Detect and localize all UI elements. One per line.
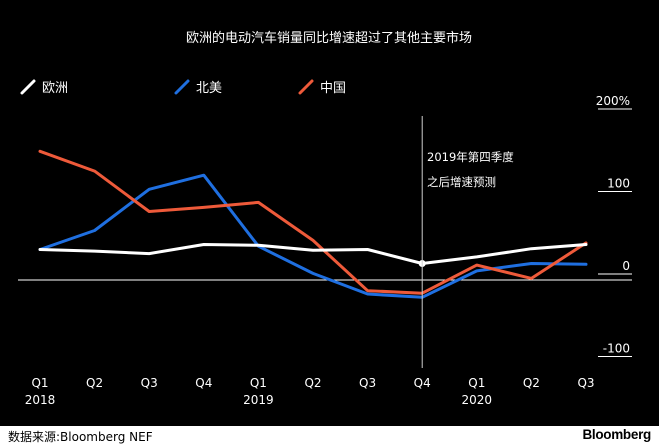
y-tick-label: 200% (596, 94, 630, 108)
year-label: 2019 (243, 393, 274, 407)
x-tick-label: Q1 (468, 376, 485, 390)
bloomberg-logo: Bloomberg (582, 427, 651, 442)
axis-layer: 200% 100 0 -100 Q1 Q2 Q3 Q4 Q1 Q2 Q3 Q4 Q1 Q2 Q3 2018 20… (18, 94, 632, 407)
footer: 数据来源:Bloomberg NEF Bloomberg (0, 426, 659, 447)
legend-swatch (298, 79, 314, 95)
y-tick-label: 100 (607, 177, 630, 191)
x-tick-label: Q4 (195, 376, 212, 390)
annotation-line1: 2019年第四季度 (427, 150, 514, 164)
legend-label: 欧洲 (42, 81, 68, 96)
x-tick-label: Q4 (414, 376, 431, 390)
source-note: 数据来源:Bloomberg NEF (8, 430, 153, 444)
chart-title: 欧洲的电动汽车销量同比增速超过了其他主要市场 (186, 30, 472, 46)
x-tick-label: Q2 (304, 376, 321, 390)
y-tick-label: 0 (622, 259, 630, 273)
legend-label: 中国 (320, 81, 346, 96)
x-tick-label: Q3 (577, 376, 594, 390)
x-tick-label: Q1 (250, 376, 267, 390)
legend-swatch (174, 79, 190, 95)
x-tick-label: Q3 (359, 376, 376, 390)
x-tick-label: Q2 (86, 376, 103, 390)
x-tick-label: Q1 (31, 376, 48, 390)
legend-item: 中国 (298, 79, 346, 96)
legend: 欧洲 北美 中国 (20, 79, 346, 96)
series-line-0 (38, 243, 588, 265)
series-line-1 (38, 173, 588, 299)
annotation-line2: 之后增速预测 (427, 175, 496, 189)
year-label: 2018 (25, 393, 56, 407)
legend-item: 北美 (174, 79, 222, 96)
legend-item: 欧洲 (20, 79, 68, 96)
chart-panel: 欧洲的电动汽车销量同比增速超过了其他主要市场 欧洲 北美 中国 200% 100 0 -1… (0, 0, 659, 426)
y-tick-label: -100 (603, 342, 630, 356)
legend-label: 北美 (196, 81, 222, 96)
x-tick-label: Q2 (523, 376, 540, 390)
year-label: 2020 (462, 393, 493, 407)
legend-swatch (20, 79, 36, 95)
series-line-2 (38, 149, 588, 295)
series-layer (38, 149, 588, 299)
x-tick-label: Q3 (141, 376, 158, 390)
line-chart: 欧洲的电动汽车销量同比增速超过了其他主要市场 欧洲 北美 中国 200% 100 0 -1… (18, 30, 632, 407)
